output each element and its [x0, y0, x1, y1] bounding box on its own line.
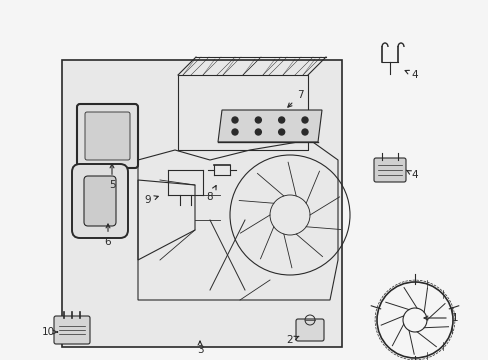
FancyBboxPatch shape: [84, 176, 116, 226]
Polygon shape: [218, 110, 321, 142]
Text: 4: 4: [404, 70, 417, 80]
Circle shape: [278, 117, 284, 123]
Text: 4: 4: [406, 170, 417, 180]
Circle shape: [302, 129, 307, 135]
Circle shape: [231, 129, 238, 135]
FancyBboxPatch shape: [54, 316, 90, 344]
Text: 5: 5: [108, 164, 115, 190]
Text: 1: 1: [423, 313, 457, 323]
Text: 10: 10: [41, 327, 57, 337]
FancyBboxPatch shape: [373, 158, 405, 182]
FancyBboxPatch shape: [72, 164, 128, 238]
Circle shape: [255, 117, 261, 123]
Circle shape: [231, 117, 238, 123]
Text: 3: 3: [196, 341, 203, 355]
FancyBboxPatch shape: [85, 112, 130, 160]
Text: 7: 7: [287, 90, 303, 107]
Bar: [62, 60, 341, 347]
FancyBboxPatch shape: [77, 104, 138, 168]
FancyBboxPatch shape: [295, 319, 324, 341]
Text: 8: 8: [206, 185, 216, 202]
Text: 9: 9: [144, 195, 158, 205]
Text: 2: 2: [286, 335, 298, 345]
Circle shape: [302, 117, 307, 123]
Text: 6: 6: [104, 224, 111, 247]
Circle shape: [278, 129, 284, 135]
Circle shape: [255, 129, 261, 135]
